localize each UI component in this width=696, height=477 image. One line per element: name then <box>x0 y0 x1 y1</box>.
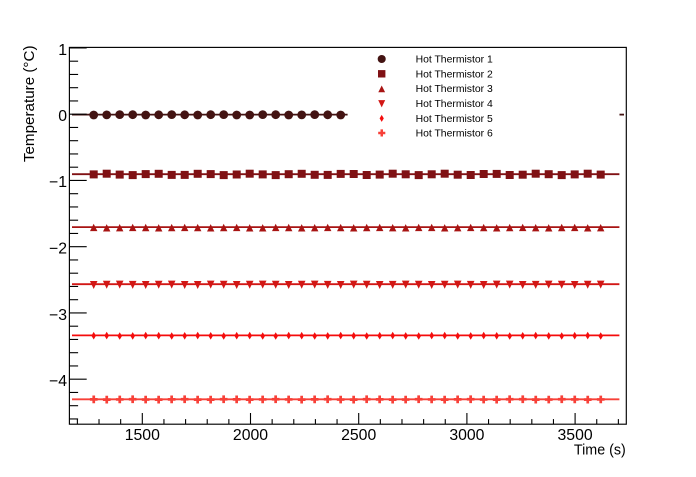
svg-text:3500: 3500 <box>558 427 593 444</box>
svg-text:1500: 1500 <box>125 427 160 444</box>
svg-text:2000: 2000 <box>233 427 268 444</box>
svg-text:Temperature (°C): Temperature (°C) <box>21 45 38 162</box>
svg-text:1: 1 <box>58 42 67 59</box>
svg-text:Hot Thermistor 2: Hot Thermistor 2 <box>416 69 493 80</box>
svg-text:−3: −3 <box>49 307 67 324</box>
svg-text:−2: −2 <box>49 241 67 258</box>
svg-text:Hot Thermistor 3: Hot Thermistor 3 <box>416 84 493 95</box>
svg-text:Hot Thermistor 4: Hot Thermistor 4 <box>416 99 493 110</box>
svg-text:Hot Thermistor 5: Hot Thermistor 5 <box>416 114 493 125</box>
svg-text:Time (s): Time (s) <box>574 443 626 459</box>
svg-text:3000: 3000 <box>449 427 484 444</box>
svg-text:0: 0 <box>58 108 67 125</box>
svg-text:2500: 2500 <box>341 427 376 444</box>
svg-text:−4: −4 <box>49 373 67 390</box>
svg-text:Hot Thermistor 1: Hot Thermistor 1 <box>416 55 493 66</box>
svg-text:−1: −1 <box>49 174 67 191</box>
svg-text:Hot Thermistor 6: Hot Thermistor 6 <box>416 129 493 140</box>
